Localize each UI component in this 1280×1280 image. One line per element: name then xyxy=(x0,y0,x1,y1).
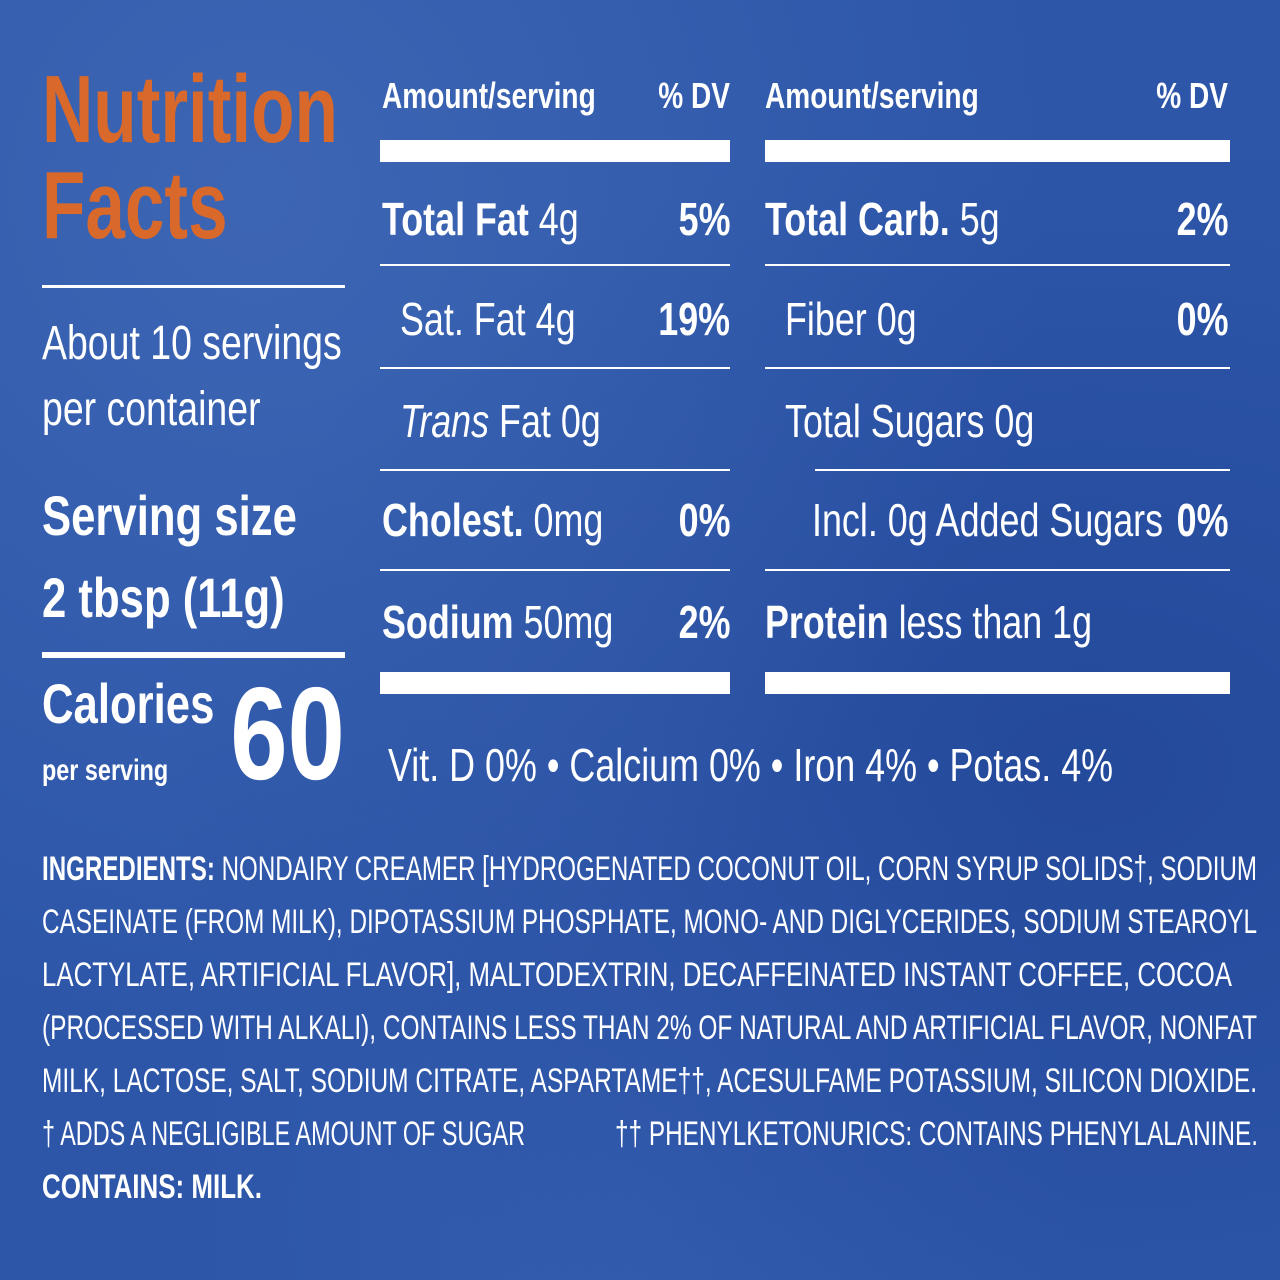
nutrient-amount: 0mg xyxy=(533,494,604,546)
nutrient-row: Cholest. 0mg xyxy=(382,497,603,543)
nutrient-amount: 0g xyxy=(876,293,917,345)
nutrient-row: Total Carb. 5g xyxy=(765,196,1000,242)
ingredients-line: (PROCESSED WITH ALKALI), CONTAINS LESS T… xyxy=(42,1009,1257,1047)
nutrient-dv: 0% xyxy=(1176,494,1228,546)
ingredients-line: MILK, LACTOSE, SALT, SODIUM CITRATE, ASP… xyxy=(42,1062,1257,1100)
nutrient-row: Protein less than 1g xyxy=(765,599,1092,645)
nutrient-row: Trans Fat 0g xyxy=(400,398,601,444)
column-header: % DV xyxy=(1156,75,1228,116)
divider xyxy=(815,469,1230,471)
nutrient-amount: 4g xyxy=(535,293,576,345)
nutrient-amount: 4g xyxy=(538,193,579,245)
divider xyxy=(380,264,730,266)
nutrient-amount: less than 1g xyxy=(898,596,1093,648)
title: Nutrition xyxy=(42,56,338,163)
nutrient-name: Fiber xyxy=(785,293,867,345)
nutrient-name: Total Sugars xyxy=(785,395,985,447)
thick-bar xyxy=(380,140,730,162)
nutrient-row: Sodium 50mg xyxy=(382,599,613,645)
nutrient-name: Sat. Fat xyxy=(400,293,526,345)
calories-value: 60 xyxy=(230,660,345,807)
nutrient-row: Total Fat 4g xyxy=(382,196,579,242)
divider xyxy=(765,264,1230,266)
nutrient-name: Total Carb. xyxy=(765,193,950,245)
nutrient-dv: 5% xyxy=(678,193,730,245)
thick-bar xyxy=(765,672,1230,694)
column-header: Amount/serving xyxy=(765,75,979,116)
contains: CONTAINS: MILK. xyxy=(42,1168,262,1206)
nutrient-name: Incl. 0g Added Sugars xyxy=(812,494,1164,546)
vitamins: Vit. D 0% • Calcium 0% • Iron 4% • Potas… xyxy=(388,739,1114,791)
ingredients-line: INGREDIENTS: NONDAIRY CREAMER [HYDROGENA… xyxy=(42,852,1257,886)
nutrient-name: Cholest. xyxy=(382,494,524,546)
vitamin: Calcium 0% xyxy=(569,739,761,791)
divider xyxy=(380,569,730,571)
title: Facts xyxy=(42,152,228,259)
ingredients-line: CASEINATE (FROM MILK), DIPOTASSIUM PHOSP… xyxy=(42,903,1257,941)
nutrient-row: Sat. Fat 4g xyxy=(400,296,576,342)
nutrient-amount: 50mg xyxy=(523,596,614,648)
ingredients-text: NONDAIRY CREAMER [HYDROGENATED COCONUT O… xyxy=(221,850,1258,888)
vitamin: Iron 4% xyxy=(793,739,917,791)
divider xyxy=(42,652,345,658)
vitamin: Potas. 4% xyxy=(949,739,1114,791)
thick-bar xyxy=(380,672,730,694)
calories-sublabel: per serving xyxy=(42,754,169,787)
footnote: †† PHENYLKETONURICS: CONTAINS PHENYLALAN… xyxy=(615,1115,1258,1153)
nutrient-name: Total Fat xyxy=(382,193,529,245)
serving-size: 2 tbsp (11g) xyxy=(42,566,285,629)
ingredients-label: INGREDIENTS: xyxy=(42,850,215,888)
nutrient-dv: 19% xyxy=(658,293,730,345)
divider xyxy=(380,469,730,471)
serving-size: Serving size xyxy=(42,484,297,547)
nutrient-dv: 0% xyxy=(678,494,730,546)
divider xyxy=(765,569,1230,571)
thick-bar xyxy=(765,140,1230,162)
nutrient-dv: 2% xyxy=(678,596,730,648)
nutrient-amount: 0g xyxy=(994,395,1035,447)
servings-text: per container xyxy=(42,383,261,436)
column-header: Amount/serving xyxy=(382,75,596,116)
nutrient-row: Fiber 0g xyxy=(785,296,917,342)
nutrient-amount: 5g xyxy=(959,193,1000,245)
nutrient-name: Protein xyxy=(765,596,889,648)
nutrient-dv: 0% xyxy=(1176,293,1228,345)
nutrient-name: Trans xyxy=(400,395,490,447)
nutrient-row: Total Sugars 0g xyxy=(785,398,1034,444)
column-header: % DV xyxy=(658,75,730,116)
nutrient-dv: 2% xyxy=(1176,193,1228,245)
nutrient-name: Sodium xyxy=(382,596,514,648)
ingredients-line: LACTYLATE, ARTIFICIAL FLAVOR], MALTODEXT… xyxy=(42,956,1232,994)
nutrient-amount: Fat 0g xyxy=(499,395,601,447)
servings-text: About 10 servings xyxy=(42,317,342,370)
footnote: † ADDS A NEGLIGIBLE AMOUNT OF SUGAR xyxy=(42,1115,525,1153)
divider xyxy=(380,367,730,369)
vitamin: Vit. D 0% xyxy=(388,739,537,791)
divider xyxy=(765,367,1230,369)
divider xyxy=(42,285,345,288)
calories-label: Calories xyxy=(42,672,215,735)
